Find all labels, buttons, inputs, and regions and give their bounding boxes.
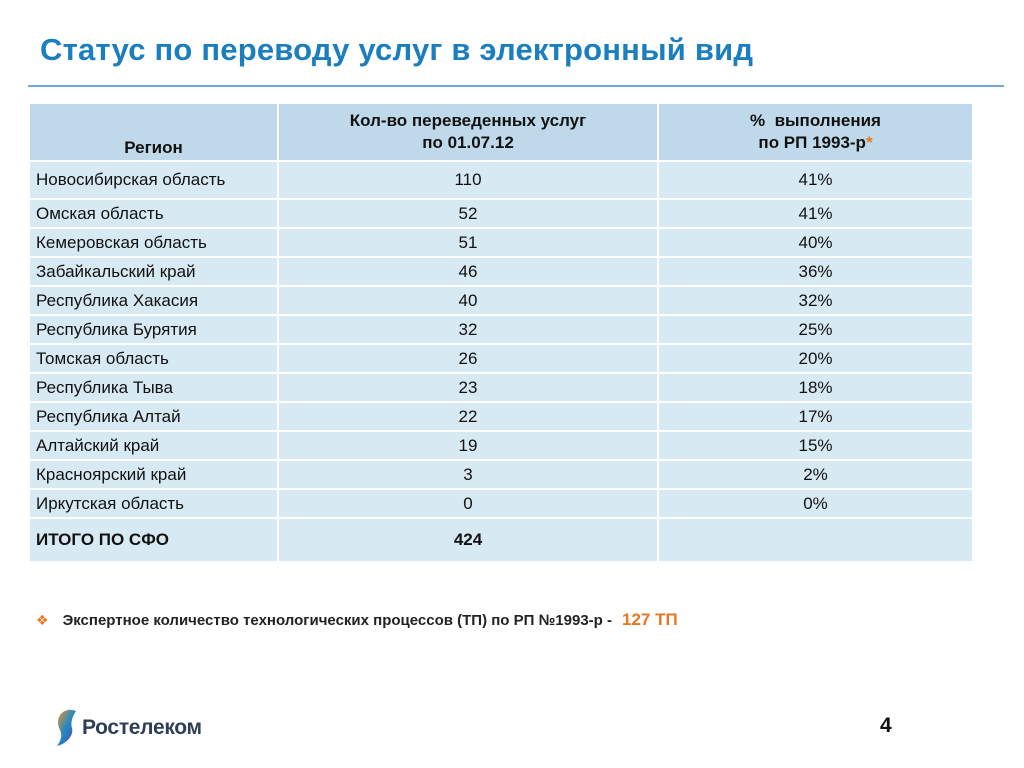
table-row: Забайкальский край 46 36% xyxy=(28,256,974,287)
region-cell: Иркутская область xyxy=(28,488,279,519)
header-count: Кол-во переведенных услуг по 01.07.12 xyxy=(277,102,659,162)
percent-cell: 15% xyxy=(657,430,974,461)
total-row: ИТОГО ПО СФО 424 xyxy=(28,517,974,563)
table-row: Республика Алтай 22 17% xyxy=(28,401,974,432)
table-body: Новосибирская область 110 41% Омская обл… xyxy=(28,160,974,563)
count-cell: 0 xyxy=(277,488,659,519)
region-cell: Республика Алтай xyxy=(28,401,279,432)
total-percent-cell xyxy=(657,517,974,563)
table-row: Томская область 26 20% xyxy=(28,343,974,374)
note-text: Экспертное количество технологических пр… xyxy=(62,611,612,629)
table-row: Алтайский край 19 15% xyxy=(28,430,974,461)
table-row: Республика Хакасия 40 32% xyxy=(28,285,974,316)
title-divider xyxy=(28,85,1004,87)
page-number: 4 xyxy=(880,714,892,737)
company-logo: Ростелеком xyxy=(54,708,202,748)
slide-title: Статус по переводу услуг в электронный в… xyxy=(40,32,754,67)
region-cell: Республика Хакасия xyxy=(28,285,279,316)
count-cell: 40 xyxy=(277,285,659,316)
percent-cell: 41% xyxy=(657,198,974,229)
table-row: Красноярский край 3 2% xyxy=(28,459,974,490)
table-row: Республика Тыва 23 18% xyxy=(28,372,974,403)
table-row: Иркутская область 0 0% xyxy=(28,488,974,519)
header-count-line1: Кол-во переведенных услуг xyxy=(349,111,587,130)
region-cell: Республика Тыва xyxy=(28,372,279,403)
region-cell: Забайкальский край xyxy=(28,256,279,287)
region-cell: Алтайский край xyxy=(28,430,279,461)
header-percent-line2: по РП 1993-р xyxy=(758,133,866,152)
percent-cell: 36% xyxy=(657,256,974,287)
percent-cell: 18% xyxy=(657,372,974,403)
table-row: Кемеровская область 51 40% xyxy=(28,227,974,258)
percent-cell: 41% xyxy=(657,160,974,200)
header-percent-line1: % выполнения xyxy=(750,111,881,130)
percent-cell: 25% xyxy=(657,314,974,345)
count-cell: 19 xyxy=(277,430,659,461)
table-header-row: Регион Кол-во переведенных услуг по 01.0… xyxy=(28,102,974,162)
percent-cell: 20% xyxy=(657,343,974,374)
region-cell: Красноярский край xyxy=(28,459,279,490)
footnote-star: * xyxy=(865,133,873,152)
region-cell: Республика Бурятия xyxy=(28,314,279,345)
table-row: Омская область 52 41% xyxy=(28,198,974,229)
percent-cell: 40% xyxy=(657,227,974,258)
region-cell: Новосибирская область xyxy=(28,160,279,200)
logo-text: Ростелеком xyxy=(82,716,202,739)
count-cell: 52 xyxy=(277,198,659,229)
table-row: Республика Бурятия 32 25% xyxy=(28,314,974,345)
services-status-table: Регион Кол-во переведенных услуг по 01.0… xyxy=(28,102,974,563)
percent-cell: 17% xyxy=(657,401,974,432)
count-cell: 26 xyxy=(277,343,659,374)
header-percent: % выполнения по РП 1993-р* xyxy=(657,102,974,162)
rostelecom-logo-icon xyxy=(57,709,76,746)
total-label-cell: ИТОГО ПО СФО xyxy=(28,517,279,563)
table-row: Новосибирская область 110 41% xyxy=(28,160,974,200)
count-cell: 22 xyxy=(277,401,659,432)
region-cell: Томская область xyxy=(28,343,279,374)
count-cell: 32 xyxy=(277,314,659,345)
region-cell: Кемеровская область xyxy=(28,227,279,258)
total-count-cell: 424 xyxy=(277,517,659,563)
count-cell: 110 xyxy=(277,160,659,200)
count-cell: 3 xyxy=(277,459,659,490)
header-count-line2: по 01.07.12 xyxy=(422,133,514,152)
region-cell: Омская область xyxy=(28,198,279,229)
percent-cell: 2% xyxy=(657,459,974,490)
percent-cell: 0% xyxy=(657,488,974,519)
percent-cell: 32% xyxy=(657,285,974,316)
expert-note: ❖ Экспертное количество технологических … xyxy=(36,610,678,630)
count-cell: 23 xyxy=(277,372,659,403)
count-cell: 46 xyxy=(277,256,659,287)
count-cell: 51 xyxy=(277,227,659,258)
note-highlight: 127 ТП xyxy=(622,610,678,629)
header-region: Регион xyxy=(28,102,279,162)
diamond-bullet-icon: ❖ xyxy=(36,611,49,628)
